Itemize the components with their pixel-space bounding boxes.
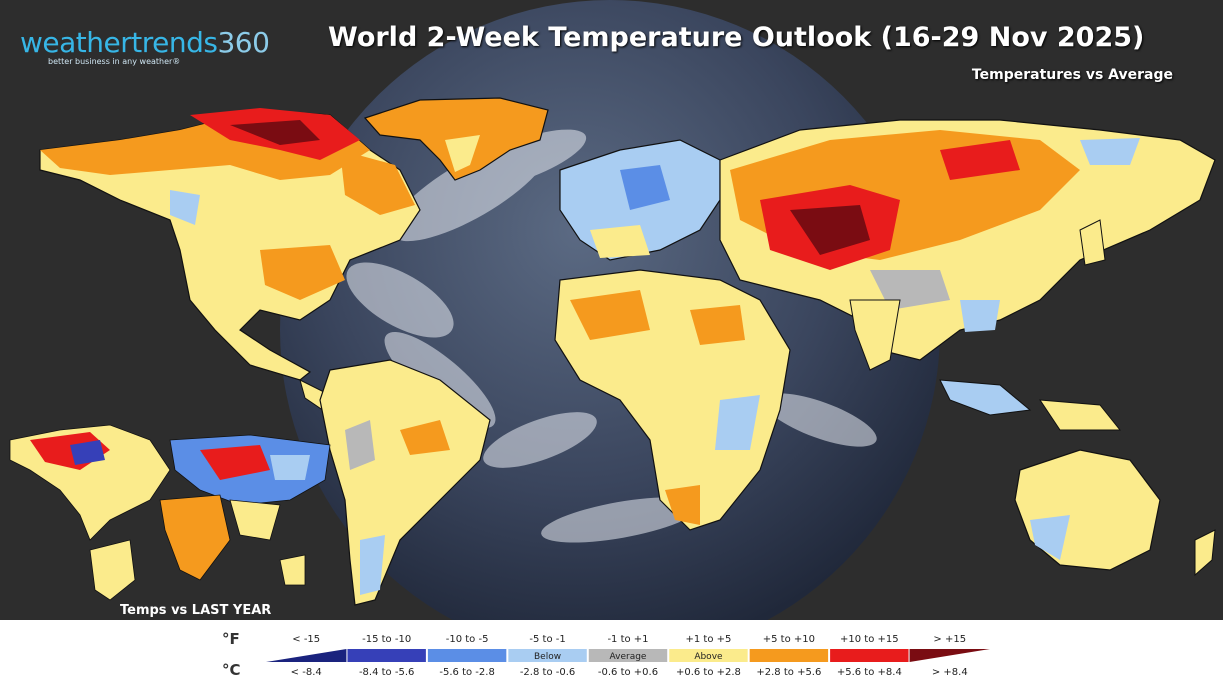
- legend-c-label: -0.6 to +0.6: [597, 667, 659, 678]
- legend-unit-celsius: °C: [222, 661, 241, 679]
- page-title: World 2-Week Temperature Outlook (16-29 …: [328, 22, 1145, 53]
- logo-tagline: better business in any weather®: [48, 57, 181, 66]
- legend-c-label: > +8.4: [931, 667, 968, 678]
- brand-logo: weathertrends360 better business in any …: [20, 26, 280, 76]
- inset-label: Temps vs LAST YEAR: [120, 603, 272, 618]
- legend-swatch: [266, 649, 347, 662]
- legend-c-label: < -8.4: [290, 667, 322, 678]
- legend-color-bar: Below Average Above: [266, 649, 990, 662]
- legend-f-label: -5 to -1: [529, 634, 566, 645]
- legend-c-label: -5.6 to -2.8: [439, 667, 495, 678]
- legend-f-label: < -15: [292, 634, 321, 645]
- legend-swatch: [669, 649, 748, 662]
- legend-swatch: [749, 649, 829, 662]
- legend-f-label: -10 to -5: [445, 634, 489, 645]
- legend-swatch: [588, 649, 668, 662]
- map-canvas: [9, 0, 1216, 620]
- legend-swatch: [508, 649, 587, 662]
- inset-map-last-year: [9, 424, 331, 601]
- legend-swatch: [347, 649, 426, 662]
- legend-c-label: -2.8 to -0.6: [519, 667, 576, 678]
- legend-f-label: -15 to -10: [362, 634, 412, 645]
- legend-f-label: +5 to +10: [762, 634, 815, 645]
- legend-swatch-tag: Below: [534, 652, 561, 662]
- legend-swatch: [909, 649, 990, 662]
- logo-wordmark: weathertrends360: [20, 26, 270, 59]
- legend-swatch: [830, 649, 909, 662]
- legend-c-label: +0.6 to +2.8: [675, 667, 741, 678]
- legend-f-label: +1 to +5: [685, 634, 732, 645]
- legend-swatch: [427, 649, 507, 662]
- legend-swatch-tag: Above: [694, 652, 723, 662]
- world-map: weathertrends360 better business in any …: [9, 0, 1216, 620]
- legend-unit-fahrenheit: °F: [222, 630, 240, 648]
- australia: [1014, 449, 1161, 571]
- page-subtitle: Temperatures vs Average: [971, 67, 1173, 83]
- legend-c-label: +5.6 to +8.4: [836, 667, 902, 678]
- legend-celsius-labels: < -8.4 -8.4 to -5.6 -5.6 to -2.8 -2.8 to -0…: [266, 667, 990, 681]
- color-legend: °F °C < -15 -15 to -10 -10 to -5 -5 to -1 -1…: [0, 620, 1223, 684]
- legend-c-label: -8.4 to -5.6: [358, 667, 415, 678]
- legend-c-label: +2.8 to +5.6: [756, 667, 822, 678]
- legend-fahrenheit-labels: < -15 -15 to -10 -10 to -5 -5 to -1 -1 to +1…: [266, 634, 990, 648]
- legend-f-label: -1 to +1: [607, 634, 649, 645]
- legend-f-label: +10 to +15: [840, 634, 899, 645]
- legend-swatch-tag: Average: [610, 652, 647, 662]
- legend-f-label: > +15: [933, 634, 967, 645]
